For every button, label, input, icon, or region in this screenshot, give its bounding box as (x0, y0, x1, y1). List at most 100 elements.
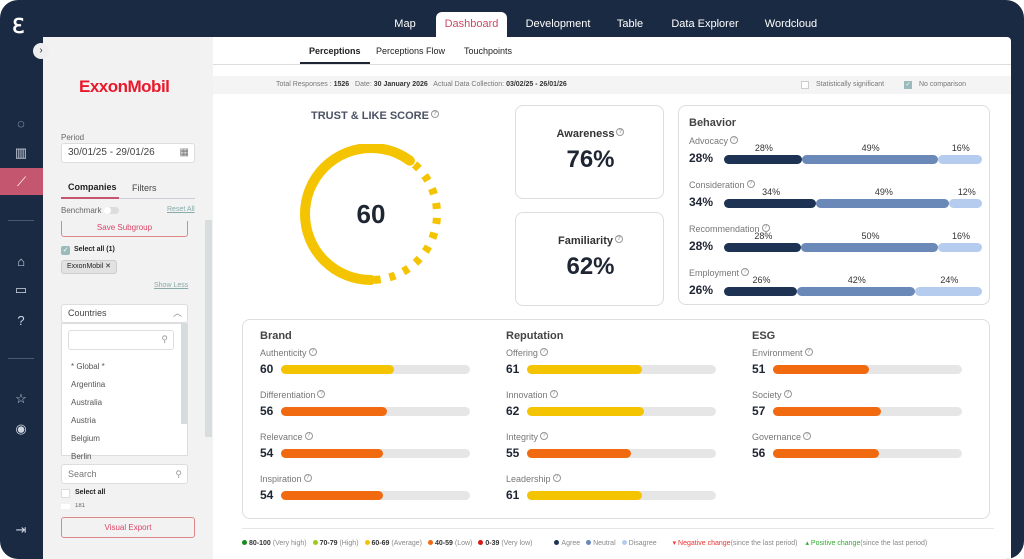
subtab-touchpoints[interactable]: Touchpoints (464, 46, 513, 56)
scale-dot (364, 540, 370, 545)
visual-export-button[interactable]: Visual Export (61, 517, 195, 538)
help-icon[interactable]: ? (730, 136, 739, 144)
country-option[interactable]: Argentina (71, 380, 106, 389)
agree-pct: 28% (754, 231, 773, 241)
countries-dropdown[interactable]: Countries ︿ (61, 304, 188, 323)
tab-filters[interactable]: Filters (132, 183, 157, 193)
calendar-icon[interactable]: ▦ (179, 147, 189, 158)
metric-bar (773, 365, 962, 374)
help-icon[interactable]: ? (761, 224, 770, 232)
help-icon[interactable]: ? (741, 268, 750, 276)
metric-bar-fill (281, 449, 384, 458)
tab-companies[interactable]: Companies (68, 182, 117, 192)
partial-item-checkbox[interactable] (61, 504, 70, 509)
metric-label-text: Inspiration (260, 474, 302, 484)
help-icon[interactable]: ? (540, 432, 549, 440)
bar-chart-icon[interactable]: ▥ (14, 145, 28, 160)
help-icon[interactable]: ? (783, 390, 792, 398)
tab-data-explorer[interactable]: Data Explorer (671, 18, 739, 30)
chevron-up-icon: ︿ (172, 308, 182, 318)
folder-icon[interactable]: ▭ (14, 282, 28, 297)
search-icon: ⚲ (175, 469, 182, 479)
save-subgroup-button[interactable]: Save Subgroup (61, 221, 188, 237)
metric-bar (281, 491, 470, 500)
help-icon[interactable]: ? (616, 128, 625, 136)
help-icon[interactable]: ? (804, 348, 813, 356)
help-icon[interactable]: ? (308, 348, 317, 356)
scale-range: 60-69 (371, 540, 390, 547)
reset-all-link[interactable]: Reset All (167, 206, 195, 213)
company-chip[interactable]: ExxonMobil ✕ (61, 260, 118, 274)
panel-scrollbar[interactable] (205, 220, 212, 437)
countries-scrollbar[interactable] (181, 324, 187, 424)
metric-bar (527, 449, 716, 458)
stat-sig-checkbox[interactable] (801, 81, 809, 89)
help-icon[interactable]: ? (746, 180, 755, 188)
metric-value: 56 (260, 404, 274, 418)
collection-label: Actual Data Collection: (433, 81, 505, 88)
help-icon[interactable]: ? (539, 348, 548, 356)
logout-icon[interactable]: ⇥ (15, 522, 27, 537)
metric-label-text: Society (752, 390, 782, 400)
period-input[interactable]: 30/01/25 - 29/01/26 ▦ (61, 143, 195, 163)
tab-development[interactable]: Development (525, 18, 591, 30)
user-icon[interactable]: ◉ (15, 421, 27, 436)
search-icon: ⚲ (161, 334, 168, 344)
help-icon[interactable]: ? (17, 313, 25, 328)
tab-table[interactable]: Table (616, 18, 644, 30)
metric-label: Integrity? (506, 432, 549, 442)
country-option[interactable]: Belgium (71, 434, 100, 443)
country-option[interactable]: Austria (71, 416, 96, 425)
collapse-panel-button[interactable]: › (33, 43, 49, 59)
metric-value: 57 (752, 404, 766, 418)
help-icon[interactable]: ? (430, 110, 439, 118)
behavior-label: Employment? (689, 268, 750, 278)
close-icon[interactable]: ✕ (105, 263, 112, 270)
legend-negative-note: (since the last period) (730, 540, 798, 547)
metric-value: 61 (506, 362, 520, 376)
disagree-segment (937, 155, 982, 164)
countries-search-input[interactable]: ⚲ (68, 330, 174, 350)
trust-value: 60 (356, 199, 386, 229)
legend-negative: Negative change (678, 540, 731, 547)
country-option[interactable]: Australia (71, 398, 103, 407)
no-comparison-checkbox[interactable]: ✓ (904, 81, 912, 89)
help-icon[interactable]: ? (304, 432, 313, 440)
search-input[interactable]: Search ⚲ (61, 464, 188, 484)
help-icon[interactable]: ? (552, 474, 561, 482)
help-icon[interactable]: ? (803, 432, 812, 440)
scale-dot (428, 540, 433, 545)
benchmark-toggle[interactable] (104, 207, 119, 214)
metric-label-text: Differentiation (260, 390, 316, 400)
subtab-perceptions-flow[interactable]: Perceptions Flow (376, 46, 446, 56)
subtab-perceptions[interactable]: Perceptions (309, 46, 361, 56)
graduation-icon[interactable]: ⌂ (17, 254, 25, 269)
behavior-label-text: Employment (689, 268, 740, 278)
period-value: 30/01/25 - 29/01/26 (68, 147, 155, 158)
gauge-filled-arc (300, 144, 442, 285)
select-all-companies-checkbox[interactable] (61, 489, 70, 498)
help-icon[interactable]: ? (303, 474, 312, 482)
help-icon[interactable]: ? (615, 235, 624, 243)
help-icon[interactable]: ? (549, 390, 558, 398)
no-comparison-label: No comparison (919, 81, 967, 88)
tab-underline (61, 198, 195, 199)
show-less-link[interactable]: Show Less (154, 282, 189, 289)
trend-nav-item[interactable]: ⟋ (0, 168, 43, 195)
behavior-label: Recommendation? (689, 224, 770, 234)
metric-label: Relevance? (260, 432, 313, 442)
country-option[interactable]: * Global * (71, 362, 105, 371)
familiarity-value: 62% (566, 253, 615, 280)
starred-report-icon[interactable]: ☆ (15, 391, 27, 406)
country-option[interactable]: Berlin (71, 452, 92, 461)
disagree-segment (949, 199, 982, 208)
tab-dashboard[interactable]: Dashboard (436, 12, 507, 37)
scale-dot (312, 540, 318, 545)
tab-map[interactable]: Map (394, 18, 416, 30)
subtab-active-underline (300, 62, 370, 64)
tab-wordcloud[interactable]: Wordcloud (764, 18, 818, 30)
select-all-checkbox[interactable]: ✓ (61, 246, 70, 255)
filter-panel: ExxonMobil Period 30/01/25 - 29/01/26 ▦ … (43, 37, 213, 559)
help-icon[interactable]: ? (317, 390, 326, 398)
ai-chat-icon[interactable]: ◌ (17, 116, 25, 131)
